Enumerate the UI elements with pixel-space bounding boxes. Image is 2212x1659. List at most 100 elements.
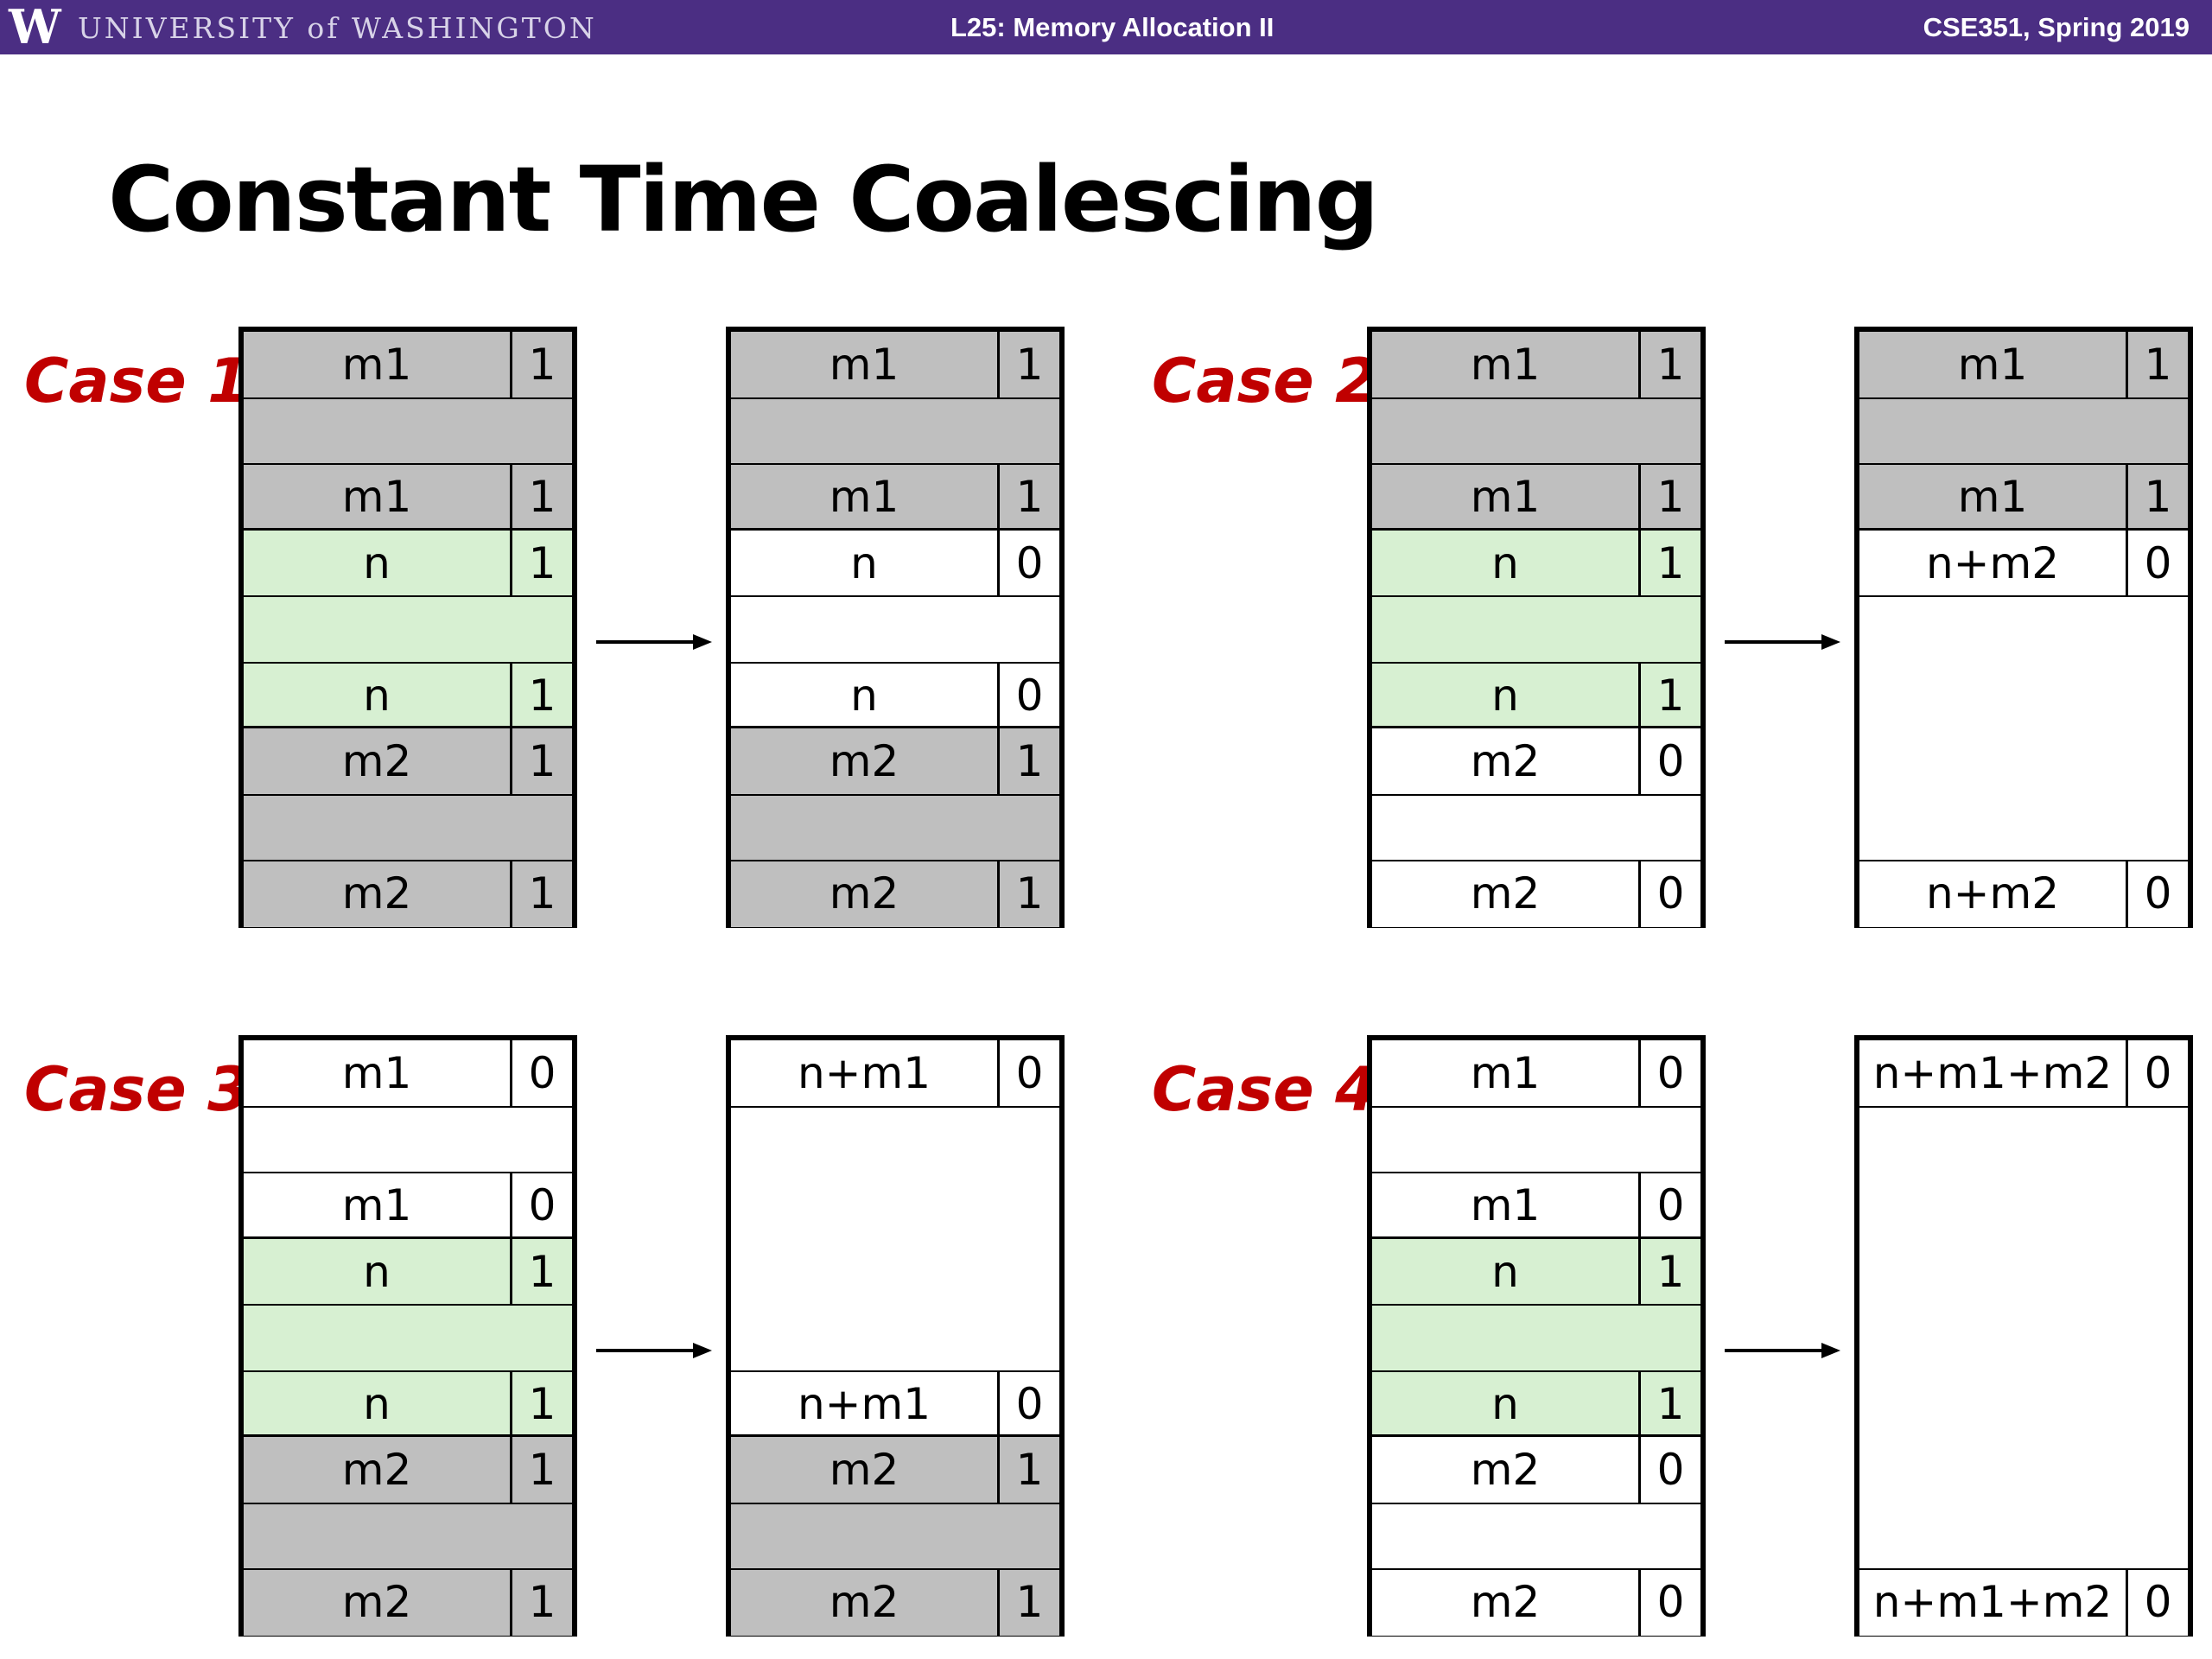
row-divider bbox=[731, 1105, 1059, 1108]
allocated-block bbox=[731, 1437, 1059, 1636]
arrow-right-icon bbox=[1725, 634, 1840, 650]
allocated-block bbox=[244, 1437, 572, 1636]
block-header: m1 0 bbox=[1372, 1040, 1700, 1107]
allocated-block bbox=[1372, 332, 1700, 531]
alloc-bit: 1 bbox=[510, 1569, 572, 1636]
memory-block-after: n+m1+m2 0 n+m1+m2 0 bbox=[1854, 1035, 2193, 1637]
row-divider bbox=[244, 463, 572, 465]
row-divider bbox=[731, 463, 1059, 465]
university-name: UNIVERSITY of WASHINGTON bbox=[78, 11, 597, 45]
alloc-bit: 1 bbox=[997, 728, 1059, 795]
memory-block-before: m1 0 m1 0 n 1 n 1 m2 1 m2 1 bbox=[238, 1035, 577, 1637]
block-header: m2 1 bbox=[731, 1437, 1059, 1503]
row-divider bbox=[244, 1568, 572, 1570]
alloc-bit: 0 bbox=[1638, 861, 1700, 927]
alloc-bit: 0 bbox=[1638, 1569, 1700, 1636]
size-tag: m2 bbox=[341, 868, 412, 918]
alloc-bit: 1 bbox=[2126, 332, 2188, 398]
alloc-bit: 1 bbox=[510, 464, 572, 531]
row-divider bbox=[244, 397, 572, 399]
block-footer: m2 1 bbox=[244, 861, 572, 927]
allocated-block bbox=[1859, 332, 2188, 531]
alloc-bit: 0 bbox=[510, 1173, 572, 1239]
row-divider bbox=[731, 1568, 1059, 1570]
size-tag: n+m1+m2 bbox=[1872, 1577, 2113, 1627]
row-divider bbox=[1372, 1105, 1700, 1108]
size-tag: n bbox=[1491, 537, 1519, 588]
alloc-bit: 0 bbox=[997, 1040, 1059, 1107]
case-label: Case 2 bbox=[1152, 346, 1377, 416]
size-tag: m1 bbox=[829, 472, 899, 522]
block-footer: n+m1+m2 0 bbox=[1859, 1569, 2188, 1636]
size-tag: n bbox=[363, 670, 391, 721]
block-header: m1 1 bbox=[1859, 332, 2188, 398]
size-tag: n+m1 bbox=[797, 1048, 931, 1098]
block-header: m1 1 bbox=[244, 332, 572, 398]
block-footer: m2 1 bbox=[731, 861, 1059, 927]
size-tag: m1 bbox=[1470, 1048, 1541, 1098]
block-footer: m1 1 bbox=[244, 464, 572, 531]
size-tag: m1 bbox=[1470, 472, 1541, 522]
alloc-bit: 0 bbox=[1638, 1437, 1700, 1503]
size-tag: n bbox=[1491, 1378, 1519, 1429]
current-block bbox=[1372, 530, 1700, 728]
alloc-bit: 0 bbox=[997, 1370, 1059, 1437]
row-divider bbox=[1859, 463, 2188, 465]
size-tag: m2 bbox=[341, 736, 412, 786]
size-tag: m2 bbox=[829, 1577, 899, 1627]
block-header: m1 1 bbox=[731, 332, 1059, 398]
memory-block-after: m1 1 m1 1 n 0 n 0 m2 1 m2 1 bbox=[726, 327, 1065, 928]
alloc-bit: 0 bbox=[997, 530, 1059, 596]
size-tag: m2 bbox=[1470, 736, 1541, 786]
memory-block-after: m1 1 m1 1 n+m2 0 n+m2 0 bbox=[1854, 327, 2193, 928]
free-block bbox=[244, 1040, 572, 1239]
alloc-bit: 1 bbox=[1638, 332, 1700, 398]
memory-block-after: n+m1 0 n+m1 0 m2 1 m2 1 bbox=[726, 1035, 1065, 1637]
memory-block-before: m1 1 m1 1 n 1 n 1 m2 0 m2 0 bbox=[1367, 327, 1706, 928]
alloc-bit: 0 bbox=[510, 1040, 572, 1107]
row-divider bbox=[731, 860, 1059, 861]
size-tag: m2 bbox=[829, 1445, 899, 1495]
block-header: n+m1 0 bbox=[731, 1040, 1059, 1107]
alloc-bit: 1 bbox=[510, 662, 572, 728]
row-divider bbox=[244, 1370, 572, 1372]
size-tag: m1 bbox=[341, 1048, 412, 1098]
row-divider bbox=[1859, 860, 2188, 861]
slide-title: Constant Time Coalescing bbox=[108, 147, 1379, 252]
allocated-block bbox=[731, 332, 1059, 531]
alloc-bit: 0 bbox=[1638, 1040, 1700, 1107]
row-divider bbox=[1372, 595, 1700, 597]
alloc-bit: 1 bbox=[2126, 464, 2188, 531]
alloc-bit: 1 bbox=[510, 530, 572, 596]
block-footer: m2 1 bbox=[244, 1569, 572, 1636]
allocated-block bbox=[244, 728, 572, 927]
row-divider bbox=[1372, 1502, 1700, 1504]
lecture-title: L25: Memory Allocation II bbox=[950, 12, 1274, 42]
free-block bbox=[1372, 728, 1700, 927]
row-divider bbox=[731, 397, 1059, 399]
size-tag: n bbox=[363, 537, 391, 588]
alloc-bit: 0 bbox=[2126, 1569, 2188, 1636]
row-divider bbox=[1372, 860, 1700, 861]
uw-logo-icon: W bbox=[9, 0, 61, 54]
size-tag: m2 bbox=[829, 736, 899, 786]
size-tag: m2 bbox=[1470, 1577, 1541, 1627]
alloc-bit: 1 bbox=[510, 1437, 572, 1503]
alloc-bit: 1 bbox=[1638, 1238, 1700, 1305]
block-footer: m1 1 bbox=[1859, 464, 2188, 531]
size-tag: m2 bbox=[341, 1445, 412, 1495]
case-label: Case 3 bbox=[24, 1054, 250, 1125]
free-block bbox=[1372, 1040, 1700, 1239]
memory-block-before: m1 1 m1 1 n 1 n 1 m2 1 m2 1 bbox=[238, 327, 577, 928]
size-tag: n bbox=[363, 1246, 391, 1297]
block-footer: n+m2 0 bbox=[1859, 861, 2188, 927]
memory-block-before: m1 0 m1 0 n 1 n 1 m2 0 m2 0 bbox=[1367, 1035, 1706, 1637]
block-header: m1 0 bbox=[244, 1040, 572, 1107]
row-divider bbox=[731, 595, 1059, 597]
